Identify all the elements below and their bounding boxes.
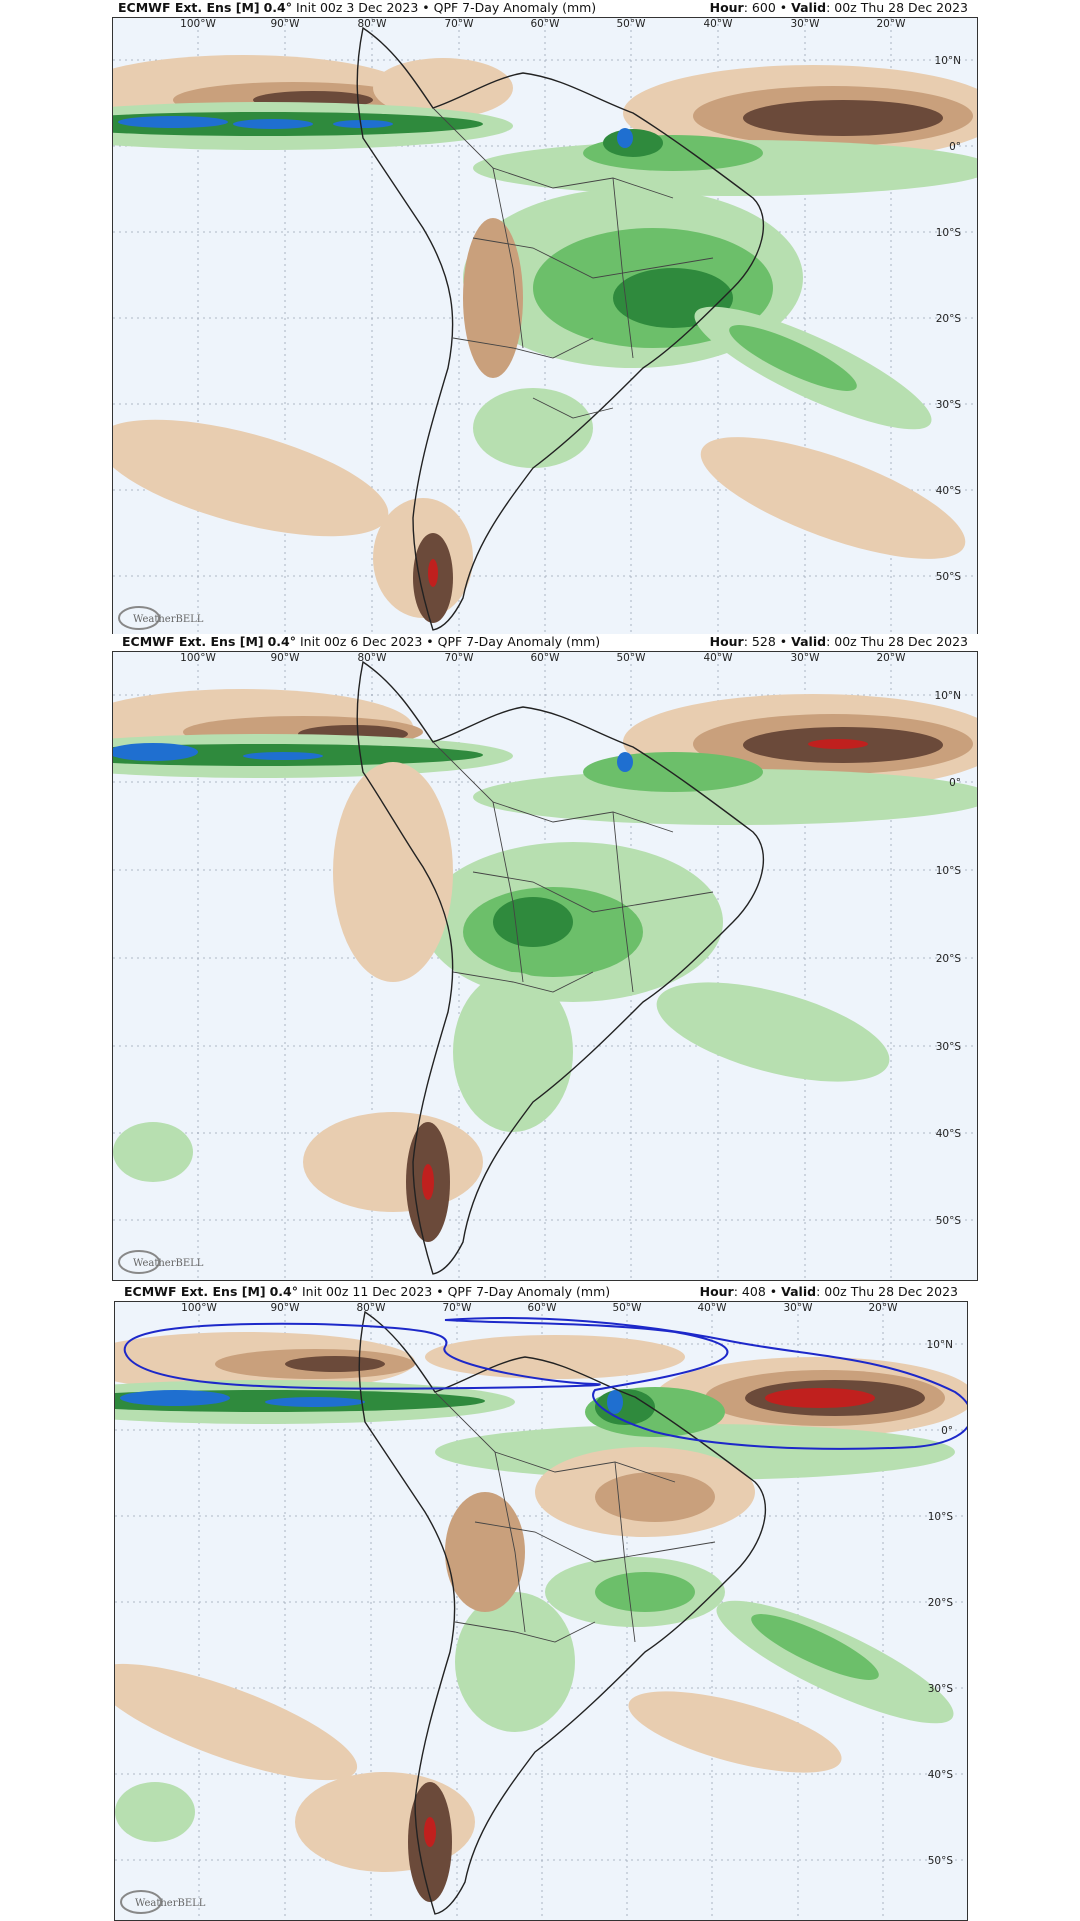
lat-label: 10°N (927, 1339, 953, 1351)
hour-label: Hour (709, 634, 744, 649)
lat-label: 40°S (936, 485, 962, 497)
map-svg: 10°N 0° 10°S 20°S 30°S 40°S 50°S 100°W 9… (115, 1302, 967, 1920)
product-name: QPF 7-Day Anomaly (mm) (433, 0, 597, 15)
lon-label: 30°W (791, 652, 821, 664)
lon-label: 70°W (445, 652, 475, 664)
lat-label: 40°S (936, 1128, 962, 1140)
lat-label: 20°S (936, 953, 962, 965)
valid-time: : 00z Thu 28 Dec 2023 (816, 1284, 958, 1299)
resolution: 0.4° (267, 634, 296, 649)
panel-header: ECMWF Ext. Ens [M] 0.4° Init 00z 6 Dec 2… (0, 634, 1080, 650)
map-panel-1: ECMWF Ext. Ens [M] 0.4° Init 00z 3 Dec 2… (0, 0, 1080, 635)
valid-label: Valid (791, 634, 827, 649)
lon-label: 60°W (531, 18, 561, 30)
lon-label: 60°W (531, 652, 561, 664)
lon-label: 20°W (877, 18, 907, 30)
hour-value: : 528 • (743, 634, 788, 649)
product-name: QPF 7-Day Anomaly (mm) (437, 634, 601, 649)
product-name: QPF 7-Day Anomaly (mm) (447, 1284, 611, 1299)
svg-text:WeatherBELL: WeatherBELL (133, 1258, 204, 1269)
annotation-loop-east (444, 1317, 967, 1450)
lat-label: 10°S (936, 227, 962, 239)
init-time: Init 00z 3 Dec 2023 (295, 0, 419, 15)
qpf-anomaly-map: 10°N 0° 10°S 20°S 30°S 40°S 50°S 100°W 9… (114, 1301, 968, 1921)
lat-label: 50°S (936, 571, 962, 583)
qpf-anomaly-map: 10°N 0° 10°S 20°S 30°S 40°S 50°S 100°W 9… (112, 651, 978, 1281)
lon-label: 80°W (358, 18, 388, 30)
model-title: ECMWF Ext. Ens [M] (124, 1284, 266, 1299)
lon-label: 50°W (613, 1302, 643, 1314)
lon-label: 40°W (698, 1302, 728, 1314)
map-panel-3: ECMWF Ext. Ens [M] 0.4° Init 00z 11 Dec … (0, 1284, 1080, 1921)
svg-text:WeatherBELL: WeatherBELL (133, 614, 204, 625)
lat-label: 30°S (936, 399, 962, 411)
lon-label: 100°W (180, 18, 216, 30)
lon-label: 60°W (528, 1302, 558, 1314)
lat-label: 0° (949, 141, 961, 153)
lat-label: 10°N (935, 55, 961, 67)
hour-label: Hour (709, 0, 744, 15)
hour-value: : 600 • (743, 0, 788, 15)
init-time: Init 00z 11 Dec 2023 (301, 1284, 433, 1299)
lat-label: 10°S (928, 1511, 954, 1523)
weatherbell-logo: WeatherBELL (118, 1250, 204, 1274)
lat-label: 50°S (936, 1215, 962, 1227)
lon-label: 80°W (357, 1302, 387, 1314)
map-svg: 10°N 0° 10°S 20°S 30°S 40°S 50°S 100°W 9… (113, 652, 977, 1280)
qpf-anomaly-map: 10°N 0° 10°S 20°S 30°S 40°S 50°S 100°W 9… (112, 17, 978, 635)
lat-label: 10°S (936, 865, 962, 877)
lat-label: 30°S (936, 1041, 962, 1053)
map-panel-2: ECMWF Ext. Ens [M] 0.4° Init 00z 6 Dec 2… (0, 634, 1080, 1284)
init-time: Init 00z 6 Dec 2023 (299, 634, 423, 649)
weatherbell-logo: WeatherBELL (120, 1890, 206, 1914)
lon-label: 70°W (445, 18, 475, 30)
hour-value: : 408 • (733, 1284, 778, 1299)
lon-label: 40°W (704, 652, 734, 664)
lon-label: 40°W (704, 18, 734, 30)
lon-label: 30°W (791, 18, 821, 30)
lon-label: 100°W (180, 652, 216, 664)
lon-label: 90°W (271, 1302, 301, 1314)
lat-label: 20°S (928, 1597, 954, 1609)
valid-time: : 00z Thu 28 Dec 2023 (826, 634, 968, 649)
resolution: 0.4° (263, 0, 292, 15)
lon-label: 90°W (271, 18, 301, 30)
hour-label: Hour (699, 1284, 734, 1299)
valid-time: : 00z Thu 28 Dec 2023 (826, 0, 968, 15)
panel-header: ECMWF Ext. Ens [M] 0.4° Init 00z 3 Dec 2… (0, 0, 1080, 16)
map-svg: 10°N 0° 10°S 20°S 30°S 40°S 50°S 100°W 9… (113, 18, 977, 634)
lat-label: 10°N (935, 690, 961, 702)
lon-label: 90°W (271, 652, 301, 664)
resolution: 0.4° (269, 1284, 298, 1299)
valid-label: Valid (791, 0, 827, 15)
lon-label: 30°W (784, 1302, 814, 1314)
model-title: ECMWF Ext. Ens [M] (118, 0, 260, 15)
weatherbell-logo: WeatherBELL (118, 606, 204, 630)
lon-label: 20°W (877, 652, 907, 664)
lon-label: 100°W (181, 1302, 217, 1314)
lon-label: 50°W (617, 18, 647, 30)
lon-label: 50°W (617, 652, 647, 664)
lat-label: 20°S (936, 313, 962, 325)
lat-label: 50°S (928, 1855, 954, 1867)
lon-label: 20°W (869, 1302, 899, 1314)
lon-label: 80°W (358, 652, 388, 664)
svg-text:WeatherBELL: WeatherBELL (135, 1898, 206, 1909)
valid-label: Valid (781, 1284, 817, 1299)
panel-header: ECMWF Ext. Ens [M] 0.4° Init 00z 11 Dec … (0, 1284, 1080, 1300)
lat-label: 30°S (928, 1683, 954, 1695)
annotation-loop-west (123, 1322, 601, 1390)
lon-label: 70°W (443, 1302, 473, 1314)
lat-label: 0° (941, 1425, 953, 1437)
model-title: ECMWF Ext. Ens [M] (122, 634, 264, 649)
lat-label: 40°S (928, 1769, 954, 1781)
lat-label: 0° (949, 777, 961, 789)
